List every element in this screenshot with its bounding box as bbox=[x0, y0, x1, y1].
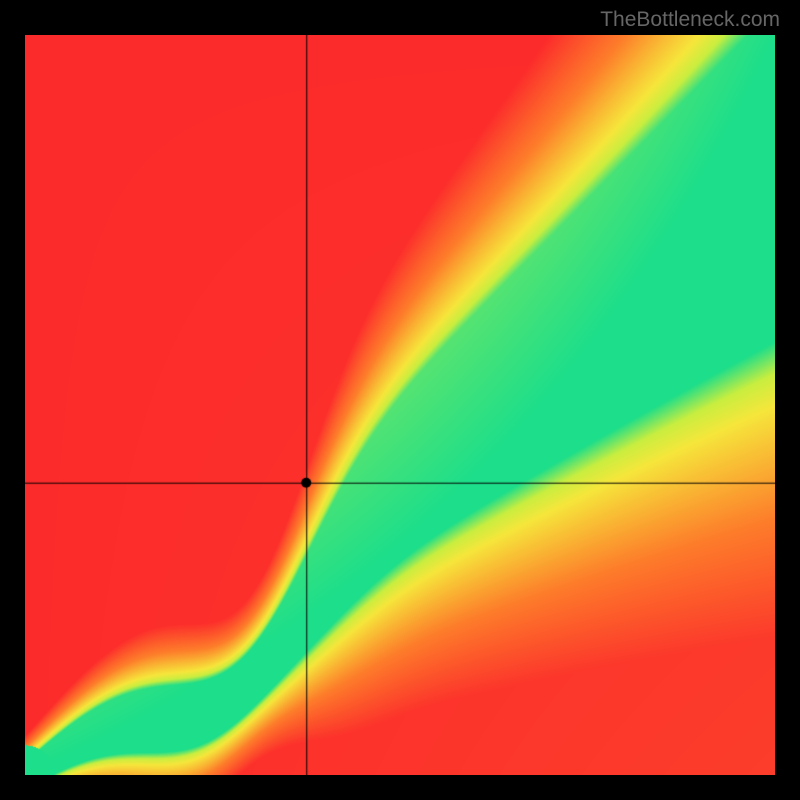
watermark-text: TheBottleneck.com bbox=[600, 8, 780, 32]
heatmap-canvas bbox=[25, 35, 775, 775]
heatmap-chart bbox=[25, 35, 775, 775]
